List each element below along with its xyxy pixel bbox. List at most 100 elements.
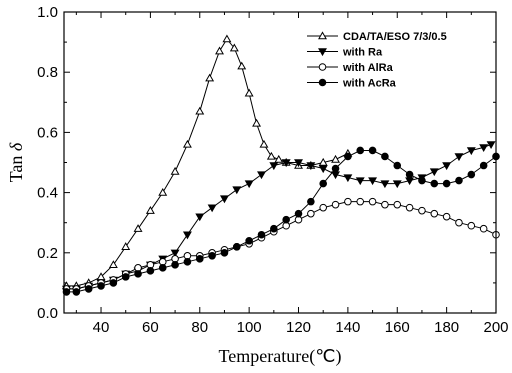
series-2-point xyxy=(257,171,266,180)
series-3-point xyxy=(479,224,488,233)
series-4-point xyxy=(455,176,463,185)
y-tick-label: 0.0 xyxy=(37,305,58,322)
legend-label: with AcRa xyxy=(342,78,397,90)
series-4-point xyxy=(356,146,365,155)
series-4 xyxy=(62,146,500,296)
series-1-point xyxy=(108,260,118,269)
series-1-point xyxy=(266,151,276,160)
series-1-point xyxy=(237,61,247,70)
series-4-point xyxy=(467,170,476,179)
series-1-point xyxy=(145,206,155,214)
series-4-point xyxy=(405,170,414,179)
series-4-point xyxy=(368,146,377,155)
legend: CDA/TA/ESO 7/3/0.5 with Ra with AlRa with A… xyxy=(307,31,447,90)
series-2-line xyxy=(66,143,492,290)
series-4-point xyxy=(183,258,192,266)
series-1-point xyxy=(158,187,168,196)
x-tick-label: 100 xyxy=(237,319,262,336)
legend-label: CDA/TA/ESO 7/3/0.5 xyxy=(343,31,447,43)
series-3-point xyxy=(331,200,340,209)
legend-marker xyxy=(318,48,327,57)
x-tick-label: 60 xyxy=(142,319,159,336)
series-4-point xyxy=(72,288,81,296)
series-1-point xyxy=(195,106,205,115)
series-2-point xyxy=(306,162,316,171)
series-3-point xyxy=(418,206,426,215)
series-3-point xyxy=(356,197,365,206)
series-4-point xyxy=(158,264,167,272)
series-4-point xyxy=(294,209,303,218)
series-2-point xyxy=(318,165,328,174)
series-2-point xyxy=(343,174,353,183)
y-tick-label: 0.4 xyxy=(37,185,58,202)
y-axis-title: Tan δ xyxy=(6,142,26,182)
series-1-point xyxy=(222,34,232,43)
series-4-line xyxy=(66,150,497,293)
series-1-point xyxy=(215,46,224,55)
series-2-point xyxy=(269,162,279,171)
series-3-point xyxy=(381,200,389,209)
series-1-point xyxy=(331,154,341,163)
y-tick-label: 0.8 xyxy=(37,64,58,81)
series-4-point xyxy=(146,267,155,275)
series-4-point xyxy=(220,249,229,257)
series-4-point xyxy=(245,236,253,245)
series-3-point xyxy=(393,200,402,209)
x-tick-label: 160 xyxy=(385,319,410,336)
series-4-point xyxy=(121,273,130,281)
axes-layer: 40 60 80 100 120 140 160 180 200 0.0 0.2 0.4 0.6 0.8 1… xyxy=(37,4,508,336)
series-4-point xyxy=(270,224,278,233)
y-axis-title-text: Tan xyxy=(6,151,26,182)
series-1-point xyxy=(133,224,143,232)
legend-item-4: with AcRa xyxy=(307,78,397,90)
legend-marker xyxy=(318,78,327,87)
series-1-point xyxy=(121,242,131,250)
series-3-point xyxy=(467,221,476,230)
series-2-point xyxy=(355,177,365,186)
series-3-point xyxy=(455,218,463,227)
series-4-point xyxy=(442,179,451,188)
series-2 xyxy=(62,141,496,294)
x-tick-label: 180 xyxy=(434,319,459,336)
series-2-point xyxy=(281,159,291,168)
series-2-point xyxy=(182,231,192,240)
series-3-point xyxy=(405,203,414,212)
legend-marker xyxy=(318,63,327,71)
series-4-point xyxy=(430,179,439,188)
y-tick-label: 0.6 xyxy=(37,124,58,141)
series-3 xyxy=(62,197,500,293)
series-4-point xyxy=(418,176,426,185)
series-2-point xyxy=(429,168,439,177)
series-4-point xyxy=(62,288,71,296)
series-1-point xyxy=(252,118,262,127)
series-3-point xyxy=(368,197,377,206)
series-2-point xyxy=(392,180,402,189)
series-4-point xyxy=(208,252,216,260)
legend-item-2: with Ra xyxy=(307,47,383,59)
x-tick-label: 140 xyxy=(335,319,360,336)
x-tick-label: 40 xyxy=(93,319,110,336)
series-2-point xyxy=(294,159,303,168)
y-tick-label: 1.0 xyxy=(37,4,58,21)
series-4-point xyxy=(134,270,142,278)
series-2-point xyxy=(380,180,390,189)
x-tick-label: 80 xyxy=(191,319,208,336)
series-1-point xyxy=(244,88,254,97)
series-1-point xyxy=(182,139,192,148)
legend-item-1: CDA/TA/ESO 7/3/0.5 xyxy=(307,31,447,43)
legend-label: with AlRa xyxy=(342,62,394,74)
series-1 xyxy=(62,34,353,290)
series-1-line xyxy=(66,38,349,287)
legend-label: with Ra xyxy=(342,47,383,59)
series-2-point xyxy=(244,180,254,189)
series-4-point xyxy=(109,279,118,287)
series-1-point xyxy=(274,154,284,163)
series-2-point xyxy=(219,195,229,204)
series-4-point xyxy=(171,261,179,269)
series-4-point xyxy=(84,285,93,293)
series-4-point xyxy=(195,255,204,263)
series-2-point xyxy=(195,213,205,222)
series-4-point xyxy=(97,282,105,290)
series-4-point xyxy=(282,215,290,224)
